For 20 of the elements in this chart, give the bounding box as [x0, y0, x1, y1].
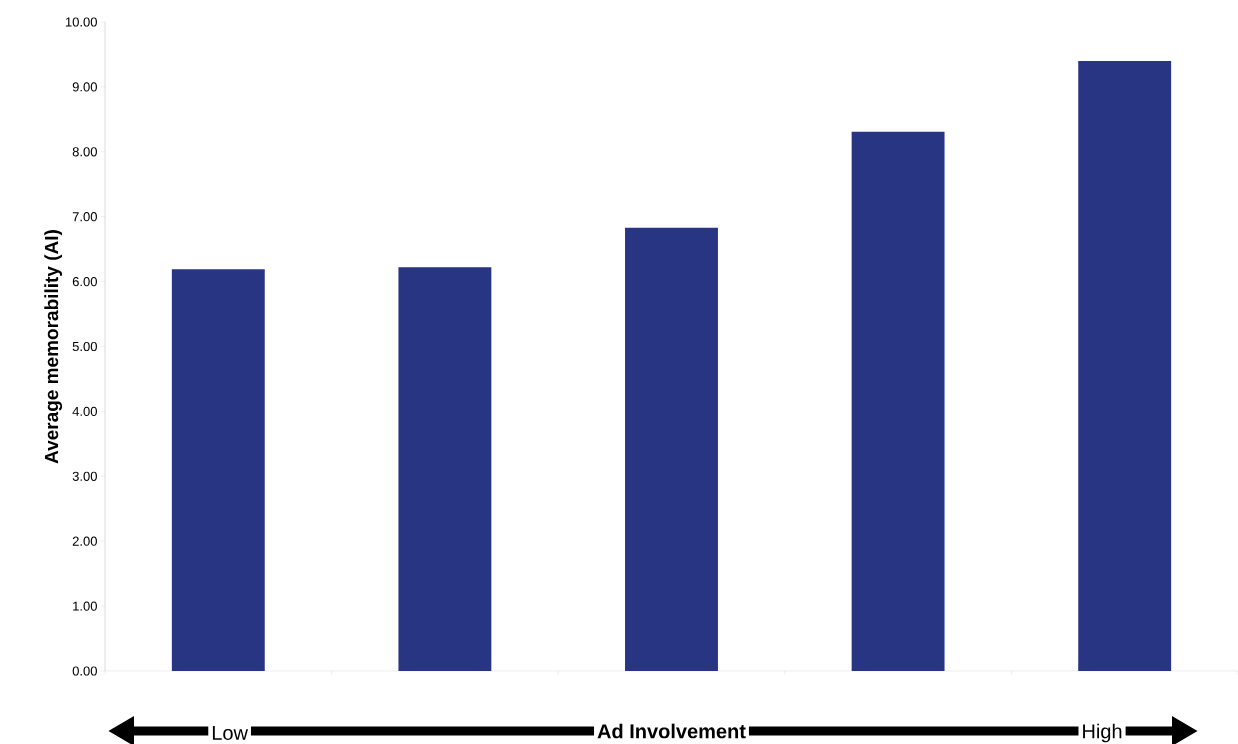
y-tick-label: 9.00	[72, 82, 97, 92]
bar	[1078, 60, 1172, 671]
bar	[398, 267, 492, 671]
y-tick-label: 8.00	[72, 147, 97, 157]
y-tick-label: 0.00	[72, 666, 97, 676]
bar	[625, 227, 718, 671]
y-axis-title: Average memorability (AI)	[44, 230, 63, 464]
text: Low	[212, 726, 249, 740]
y-tick-label: 7.00	[72, 212, 97, 222]
x-axis-title: Ad Involvement	[597, 723, 746, 739]
text: High	[1083, 723, 1122, 743]
y-tick-label: 5.00	[72, 341, 97, 352]
bar	[851, 131, 945, 671]
y-tick-label: 2.00	[72, 536, 97, 546]
y-tick-label: 3.00	[72, 471, 97, 481]
y-tick-label: 10.00	[65, 17, 97, 27]
y-tick-label: 6.00	[72, 276, 97, 287]
bar	[171, 269, 265, 671]
y-tick-label: 4.00	[72, 406, 97, 416]
y-tick-label: 1.00	[73, 601, 97, 611]
